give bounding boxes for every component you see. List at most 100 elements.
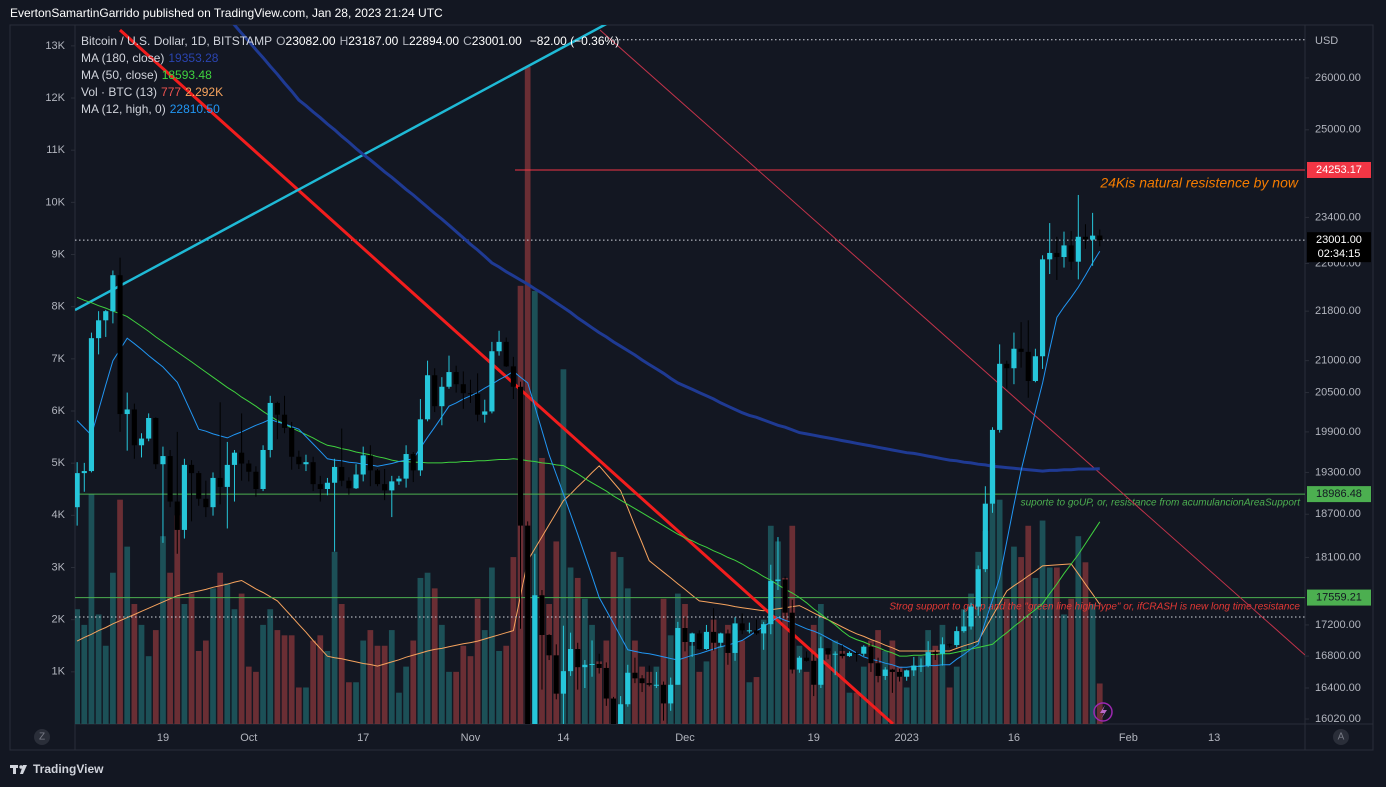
candle-body bbox=[432, 375, 438, 407]
candle-body bbox=[968, 606, 974, 627]
candle-body bbox=[768, 581, 774, 625]
candle-body bbox=[181, 464, 187, 530]
candle-layer bbox=[75, 194, 1103, 724]
y-tick-label: 20500.00 bbox=[1315, 386, 1361, 398]
candle-body bbox=[775, 579, 781, 582]
volume-bar bbox=[160, 536, 166, 724]
candle-body bbox=[1068, 245, 1074, 262]
volume-bar bbox=[1032, 577, 1039, 724]
candle-body bbox=[911, 665, 917, 671]
volume-tick-label: 3K bbox=[52, 561, 66, 573]
ohlc-value: 23082.00 bbox=[285, 34, 336, 48]
candle-body bbox=[696, 633, 702, 650]
volume-bar bbox=[474, 598, 481, 724]
volume-tick-label: 1K bbox=[52, 666, 66, 678]
volume-bar bbox=[1025, 525, 1032, 724]
candle-body bbox=[289, 427, 295, 457]
volume-bar bbox=[1075, 536, 1082, 724]
alert-icon[interactable] bbox=[1093, 702, 1113, 722]
volume-bar bbox=[388, 630, 395, 724]
level-label-box bbox=[1307, 161, 1371, 178]
x-tick-label: 14 bbox=[557, 732, 569, 744]
volume-bar bbox=[1089, 604, 1096, 724]
volume-bar bbox=[374, 645, 381, 724]
candle-body bbox=[503, 341, 509, 367]
x-tick-label: Oct bbox=[240, 732, 257, 744]
volume-bar bbox=[853, 692, 860, 724]
volume-bar bbox=[195, 650, 202, 724]
legend-row: MA (50, close) 18593.48 bbox=[81, 67, 623, 84]
candle-body bbox=[1090, 235, 1096, 240]
candle-body bbox=[1004, 363, 1010, 369]
volume-bar bbox=[710, 619, 717, 724]
legend-value: 2.292K bbox=[185, 85, 224, 99]
candle-body bbox=[260, 449, 266, 489]
candle-body bbox=[753, 630, 760, 634]
x-tick-label: Nov bbox=[461, 732, 481, 744]
ma-line bbox=[232, 25, 1100, 473]
volume-bar bbox=[682, 604, 688, 724]
candle-body bbox=[932, 652, 938, 654]
volume-bar bbox=[746, 682, 753, 724]
volume-bar bbox=[560, 369, 567, 724]
candle-body bbox=[596, 663, 602, 668]
candle-body bbox=[1082, 236, 1089, 240]
candle-body bbox=[332, 466, 338, 483]
volume-bar bbox=[353, 682, 359, 724]
volume-tick-label: 10K bbox=[45, 196, 65, 208]
candle-body bbox=[925, 652, 931, 666]
volume-bar bbox=[989, 463, 996, 724]
volume-bar bbox=[932, 645, 939, 724]
volume-bar bbox=[489, 567, 495, 724]
candle-body bbox=[782, 579, 788, 613]
volume-tick-label: 7K bbox=[52, 353, 66, 365]
x-tick-label: 17 bbox=[357, 732, 369, 744]
candle-body bbox=[138, 438, 145, 446]
candle-body bbox=[811, 660, 817, 685]
volume-bar bbox=[338, 604, 345, 724]
candle-body bbox=[167, 456, 173, 502]
volume-bar bbox=[274, 630, 281, 724]
candle-body bbox=[81, 471, 87, 474]
legend-value: 22810.50 bbox=[169, 102, 220, 116]
volume-bar bbox=[238, 593, 245, 724]
volume-bar bbox=[1018, 557, 1024, 724]
ohlc-key: L bbox=[402, 34, 409, 48]
y-tick-label: 16800.00 bbox=[1315, 650, 1361, 662]
legend-name: MA (50, close) bbox=[81, 68, 158, 82]
ohlc-value: 23187.00 bbox=[348, 34, 399, 48]
candle-body bbox=[660, 684, 667, 704]
volume-bar bbox=[596, 661, 603, 724]
candle-body bbox=[153, 417, 159, 465]
ma-line bbox=[76, 250, 1101, 668]
volume-bar bbox=[417, 577, 424, 724]
candle-body bbox=[610, 698, 617, 724]
candle-body bbox=[267, 402, 273, 450]
volume-tick-label: 9K bbox=[52, 248, 66, 260]
volume-bar bbox=[753, 677, 760, 724]
candle-body bbox=[317, 484, 323, 489]
volume-bar bbox=[117, 499, 123, 724]
alert-bolt bbox=[1100, 705, 1107, 719]
candle-body bbox=[396, 478, 402, 482]
candle-body bbox=[174, 501, 180, 530]
volume-bar bbox=[396, 692, 402, 724]
candle-body bbox=[896, 671, 903, 677]
candle-body bbox=[947, 644, 953, 646]
candle-body bbox=[210, 477, 216, 508]
candle-body bbox=[796, 657, 802, 670]
volume-bar bbox=[367, 630, 374, 724]
volume-bar bbox=[639, 666, 645, 724]
volume-bar bbox=[260, 624, 266, 724]
legend-value: 19353.28 bbox=[168, 51, 219, 65]
volume-bar bbox=[1061, 614, 1067, 724]
axis-button[interactable] bbox=[1333, 729, 1349, 745]
axis-button[interactable] bbox=[34, 729, 50, 745]
candle-body bbox=[703, 631, 710, 650]
volume-bar bbox=[145, 656, 152, 724]
candle-body bbox=[975, 569, 981, 607]
candle-body bbox=[954, 631, 960, 646]
annotation: Strog support to goup and the "green lin… bbox=[889, 602, 1300, 613]
candle-body bbox=[711, 631, 717, 643]
candle-body bbox=[360, 455, 366, 475]
